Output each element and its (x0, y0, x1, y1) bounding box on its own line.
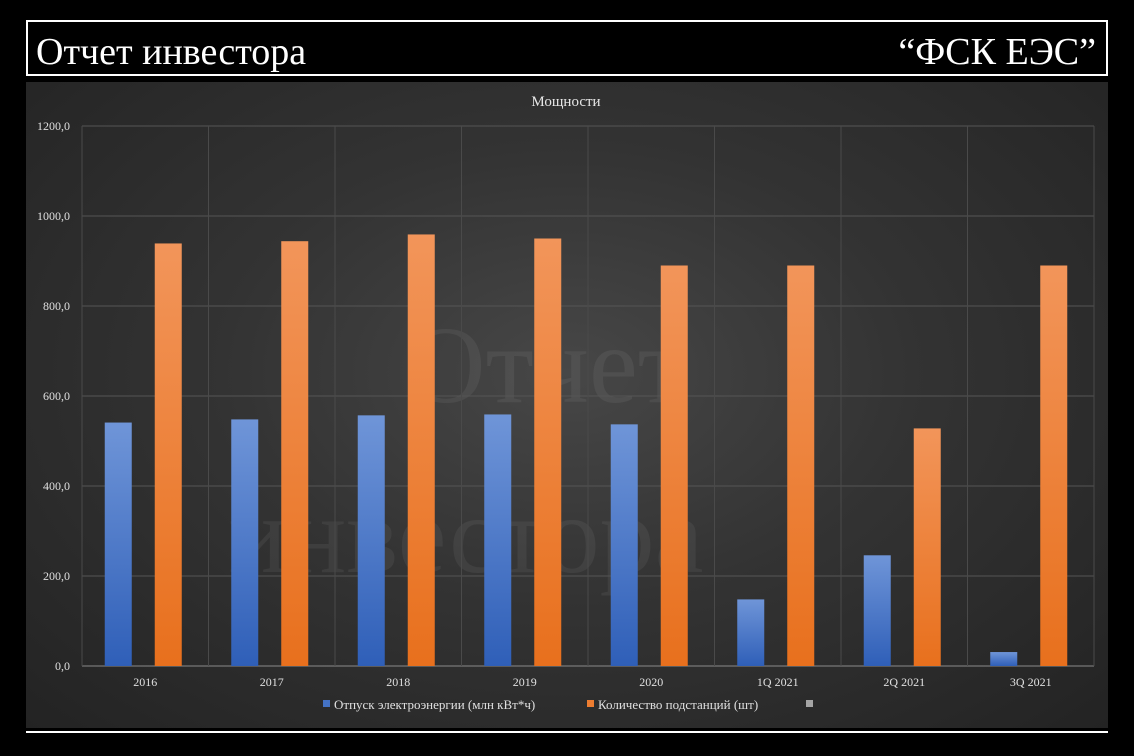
bar-substations (154, 243, 182, 666)
legend-label: Количество подстанций (шт) (598, 697, 758, 712)
x-tick-label: 2017 (260, 675, 284, 689)
bar-substations (913, 428, 941, 666)
y-tick-label: 200,0 (43, 569, 70, 583)
legend-swatch (323, 700, 330, 707)
y-tick-label: 800,0 (43, 299, 70, 313)
page-title: Отчет инвестора (36, 31, 307, 73)
y-tick-label: 400,0 (43, 479, 70, 493)
x-tick-label: 3Q 2021 (1010, 675, 1052, 689)
bar-substations (1040, 265, 1068, 666)
y-tick-label: 600,0 (43, 389, 70, 403)
bar-energy (737, 599, 765, 666)
chart-panel: Отчет инвестора Мощности 0,0200,0400,060… (26, 82, 1108, 728)
bar-energy (484, 414, 512, 666)
x-tick-label: 2019 (513, 675, 537, 689)
bar-energy (863, 555, 891, 666)
header-box: Отчет инвестора “ФСК ЕЭС” (26, 20, 1108, 76)
legend-label: Отпуск электроэнергии (млн кВт*ч) (334, 697, 535, 712)
x-tick-label: 1Q 2021 (757, 675, 799, 689)
bar-energy (990, 652, 1018, 666)
bar-substations (534, 238, 562, 666)
bar-chart: Отчет инвестора Мощности 0,0200,0400,060… (37, 94, 1095, 712)
bar-substations (281, 241, 309, 666)
legend-swatch (806, 700, 813, 707)
x-tick-label: 2020 (639, 675, 663, 689)
legend-swatch (587, 700, 594, 707)
bar-energy (357, 415, 385, 666)
bars-layer (104, 234, 1068, 666)
x-tick-label: 2Q 2021 (883, 675, 925, 689)
bar-energy (610, 424, 638, 666)
bar-substations (660, 265, 688, 666)
y-tick-label: 1000,0 (37, 209, 70, 223)
grid-layer (81, 125, 1095, 667)
legend: Отпуск электроэнергии (млн кВт*ч) Количес… (323, 697, 813, 712)
y-tick-label: 1200,0 (37, 119, 70, 133)
bar-energy (104, 422, 132, 666)
y-tick-label: 0,0 (55, 659, 70, 673)
bottom-divider (26, 731, 1108, 733)
bar-substations (787, 265, 815, 666)
x-tick-label: 2018 (386, 675, 410, 689)
chart-title: Мощности (531, 94, 600, 110)
bar-energy (231, 419, 259, 666)
bar-substations (407, 234, 435, 666)
axis-layer: 0,0 200,0 400,0 600,0 800,0 1000,0 1200,0 2016 2… (37, 119, 1052, 689)
company-name: “ФСК ЕЭС” (898, 31, 1096, 73)
x-tick-label: 2016 (133, 675, 157, 689)
